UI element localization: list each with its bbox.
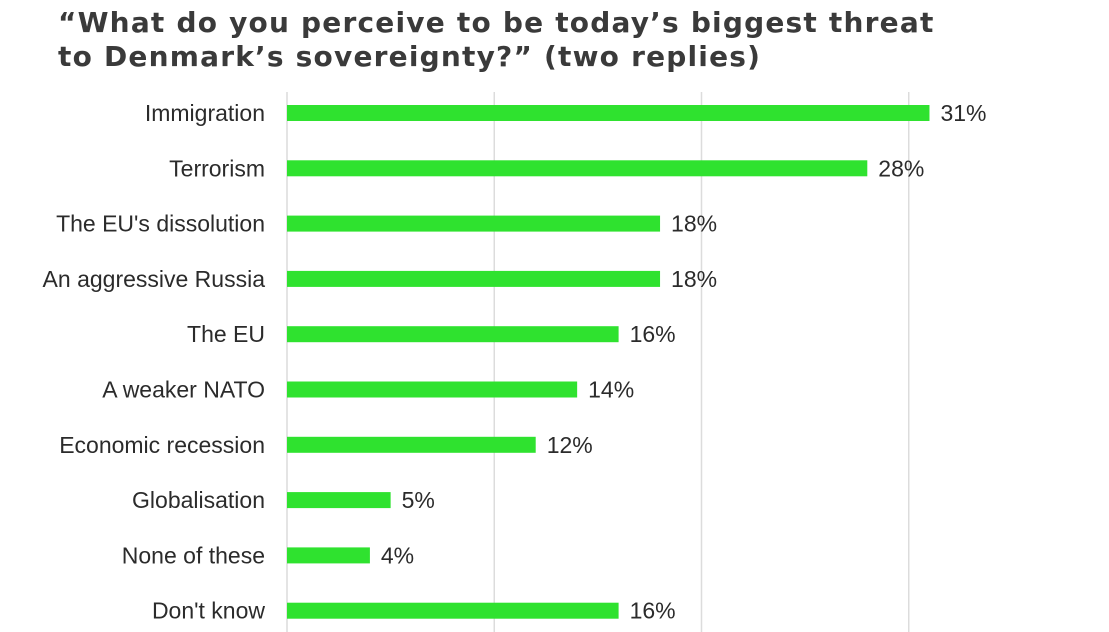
bar-9 — [287, 602, 619, 619]
category-label: Immigration — [145, 100, 265, 126]
bar-4 — [287, 326, 619, 343]
value-label: 5% — [402, 487, 435, 513]
category-label: Globalisation — [132, 487, 265, 513]
bars — [287, 105, 930, 619]
category-label: An aggressive Russia — [43, 266, 266, 292]
chart-title-line-1: “What do you perceive to be today’s bigg… — [58, 6, 935, 39]
value-labels: 31% 28% 18% 18% 16% 14% 12% 5% 4% 16% — [381, 100, 987, 624]
category-label: The EU — [187, 321, 265, 347]
value-label: 16% — [630, 598, 676, 624]
value-label: 28% — [878, 155, 924, 181]
category-label: A weaker NATO — [102, 377, 265, 403]
category-label: Don't know — [152, 598, 265, 624]
bar-6 — [287, 436, 536, 453]
category-label: Terrorism — [169, 155, 265, 181]
category-label: The EU's dissolution — [56, 211, 265, 237]
value-label: 16% — [630, 321, 676, 347]
bar-3 — [287, 270, 661, 287]
bar-7 — [287, 492, 391, 509]
value-label: 18% — [671, 266, 717, 292]
bar-1 — [287, 160, 868, 177]
chart-title: “What do you perceive to be today’s bigg… — [58, 6, 1058, 74]
gridlines — [286, 92, 910, 632]
category-label: None of these — [122, 542, 265, 568]
value-label: 18% — [671, 211, 717, 237]
chart-title-line-2: to Denmark’s sovereignty?” (two replies) — [58, 40, 762, 73]
bar-5 — [287, 381, 578, 398]
value-label: 12% — [547, 432, 593, 458]
bar-0 — [287, 105, 930, 121]
value-label: 31% — [940, 100, 986, 126]
value-label: 14% — [588, 377, 634, 403]
category-labels: Immigration Terrorism The EU's dissolution… — [43, 100, 266, 624]
bar-2 — [287, 215, 661, 232]
category-label: Economic recession — [59, 432, 265, 458]
bar-8 — [287, 547, 370, 564]
value-label: 4% — [381, 542, 414, 568]
